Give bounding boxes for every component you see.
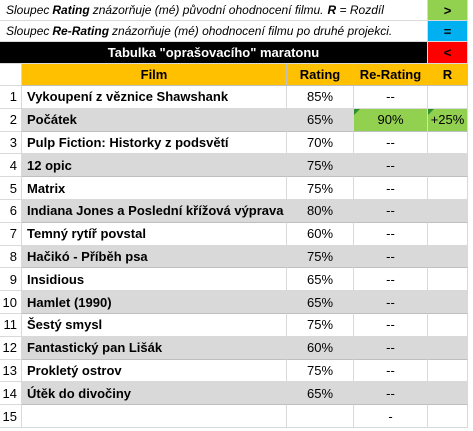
row-number: 14 [0, 382, 22, 406]
row-number: 6 [0, 199, 22, 223]
rerating-cell: -- [354, 199, 428, 223]
legend-text: Sloupec [6, 3, 50, 17]
film-title-cell: Temný rytíř povstal [22, 222, 287, 246]
film-title-cell: Matrix [22, 177, 287, 200]
rerating-cell: -- [354, 336, 428, 360]
film-title-cell: Hamlet (1990) [22, 291, 287, 314]
row-number: 4 [0, 154, 22, 178]
rating-cell: 75% [287, 245, 354, 269]
film-title-cell: Útěk do divočiny [22, 382, 287, 406]
legend-text: znázorňuje (mé) původní ohodnocení filmu… [92, 3, 324, 17]
rerating-cell: 90% [354, 108, 428, 132]
film-title-cell: Hačikó - Příběh psa [22, 245, 287, 269]
header-index [0, 64, 22, 86]
film-title-cell: Vykoupení z věznice Shawshank [22, 86, 287, 109]
film-title-cell: 12 opic [22, 154, 287, 178]
legend-text: Sloupec [6, 24, 50, 38]
rerating-cell: -- [354, 382, 428, 406]
header-film: Film [22, 64, 287, 86]
rating-cell: 80% [287, 199, 354, 223]
rating-cell: 70% [287, 131, 354, 155]
row-number: 8 [0, 245, 22, 269]
rerating-cell: -- [354, 245, 428, 269]
legend-rerating-note: Sloupec Re-Rating znázorňuje (mé) ohodno… [0, 21, 428, 42]
row-number: 2 [0, 108, 22, 132]
difference-cell [428, 268, 468, 292]
difference-cell [428, 245, 468, 269]
legend-key-rerating: Re-Rating [52, 24, 110, 38]
rating-cell: 65% [287, 291, 354, 314]
row-number: 1 [0, 86, 22, 109]
header-r: R [428, 64, 468, 86]
rating-cell: 65% [287, 382, 354, 406]
legend-text: = Rozdíl [336, 3, 384, 17]
legend-rating-note: Sloupec Rating znázorňuje (mé) původní o… [0, 0, 428, 21]
difference-cell [428, 336, 468, 360]
rating-cell: 65% [287, 108, 354, 132]
header-rerating: Re-Rating [354, 64, 428, 86]
rerating-cell: -- [354, 154, 428, 178]
row-number: 13 [0, 359, 22, 383]
rating-cell: 60% [287, 336, 354, 360]
rerating-cell: -- [354, 86, 428, 109]
film-title-cell: Počátek [22, 108, 287, 132]
film-title-cell: Indiana Jones a Poslední křížová výprava [22, 199, 287, 223]
rerating-cell: -- [354, 291, 428, 314]
header-rating: Rating [287, 64, 354, 86]
difference-cell: +25% [428, 108, 468, 132]
rerating-cell: -- [354, 222, 428, 246]
table-title: Tabulka "oprašovacího" maratonu [0, 42, 428, 64]
rating-cell: 75% [287, 359, 354, 383]
rating-cell: 65% [287, 268, 354, 292]
difference-cell [428, 177, 468, 200]
film-title-cell: Insidious [22, 268, 287, 292]
rerating-cell: -- [354, 313, 428, 337]
rerating-cell: -- [354, 177, 428, 200]
film-title-cell: Fantastický pan Lišák [22, 336, 287, 360]
row-number: 5 [0, 177, 22, 200]
row-number: 3 [0, 131, 22, 155]
legend-key-r: R [327, 3, 337, 17]
rating-cell: 85% [287, 86, 354, 109]
difference-cell [428, 405, 468, 428]
rating-cell: 75% [287, 177, 354, 200]
legend-symbol-greater: > [428, 0, 468, 21]
film-title-cell [22, 405, 287, 428]
rerating-cell: -- [354, 359, 428, 383]
row-number: 10 [0, 291, 22, 314]
legend-key-rating: Rating [52, 3, 90, 17]
difference-cell [428, 154, 468, 178]
film-title-cell: Pulp Fiction: Historky z podsvětí [22, 131, 287, 155]
legend-symbol-less: < [428, 42, 468, 64]
rating-cell: 60% [287, 222, 354, 246]
rating-cell: 75% [287, 154, 354, 178]
rerating-cell: -- [354, 268, 428, 292]
difference-cell [428, 313, 468, 337]
rating-cell: 75% [287, 313, 354, 337]
difference-cell [428, 359, 468, 383]
film-title-cell: Šestý smysl [22, 313, 287, 337]
rerating-cell: - [354, 405, 428, 428]
row-number: 15 [0, 405, 22, 428]
row-number: 11 [0, 313, 22, 337]
difference-cell [428, 222, 468, 246]
difference-cell [428, 131, 468, 155]
row-number: 12 [0, 336, 22, 360]
rating-cell [287, 405, 354, 428]
legend-text: znázorňuje (mé) ohodnocení filmu po druh… [112, 24, 393, 38]
film-title-cell: Prokletý ostrov [22, 359, 287, 383]
difference-cell [428, 199, 468, 223]
difference-cell [428, 382, 468, 406]
difference-cell [428, 86, 468, 109]
difference-cell [428, 291, 468, 314]
row-number: 9 [0, 268, 22, 292]
row-number: 7 [0, 222, 22, 246]
rerating-cell: -- [354, 131, 428, 155]
legend-symbol-equal: = [428, 21, 468, 42]
